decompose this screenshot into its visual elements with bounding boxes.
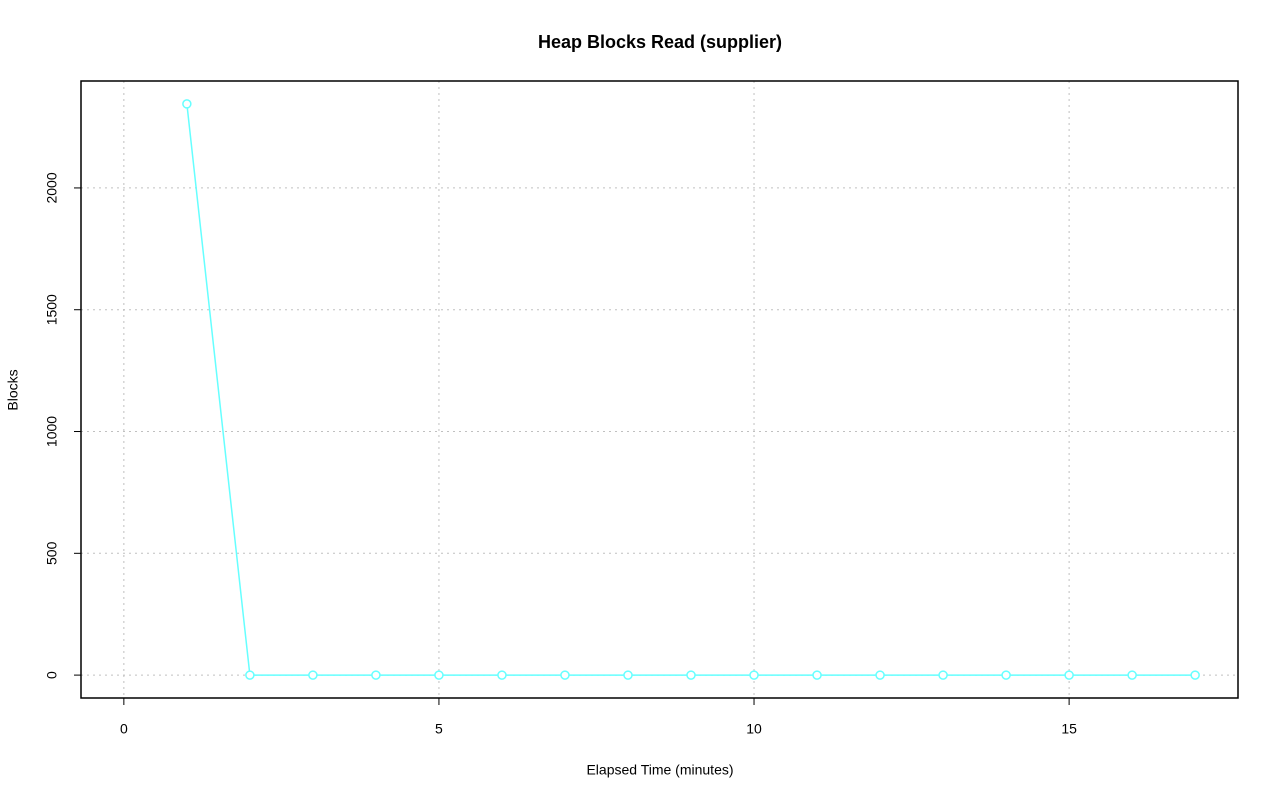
x-axis-label: Elapsed Time (minutes) bbox=[586, 762, 733, 778]
data-point bbox=[245, 670, 255, 680]
data-point bbox=[938, 670, 948, 680]
data-point bbox=[812, 670, 822, 680]
y-tick-label: 1000 bbox=[44, 416, 60, 447]
data-point bbox=[875, 670, 885, 680]
data-point bbox=[182, 99, 192, 109]
x-tick-label: 15 bbox=[1061, 721, 1077, 737]
data-point bbox=[686, 670, 696, 680]
data-point bbox=[1127, 670, 1137, 680]
data-point bbox=[560, 670, 570, 680]
data-point bbox=[434, 670, 444, 680]
data-point bbox=[371, 670, 381, 680]
data-point bbox=[308, 670, 318, 680]
data-point bbox=[1064, 670, 1074, 680]
y-axis-label: Blocks bbox=[5, 369, 21, 410]
y-tick-label: 0 bbox=[44, 671, 60, 679]
y-tick-label: 500 bbox=[44, 541, 60, 565]
y-tick-label: 2000 bbox=[44, 172, 60, 203]
y-tick-label: 1500 bbox=[44, 294, 60, 325]
data-line bbox=[186, 103, 1196, 676]
chart-title: Heap Blocks Read (supplier) bbox=[538, 32, 782, 52]
data-point bbox=[623, 670, 633, 680]
x-tick-label: 0 bbox=[120, 721, 128, 737]
x-tick-label: 5 bbox=[435, 721, 443, 737]
data-point bbox=[497, 670, 507, 680]
x-tick-label: 10 bbox=[746, 721, 762, 737]
data-point bbox=[1001, 670, 1011, 680]
data-point bbox=[1190, 670, 1200, 680]
data-point bbox=[749, 670, 759, 680]
plot-frame bbox=[80, 80, 1239, 699]
